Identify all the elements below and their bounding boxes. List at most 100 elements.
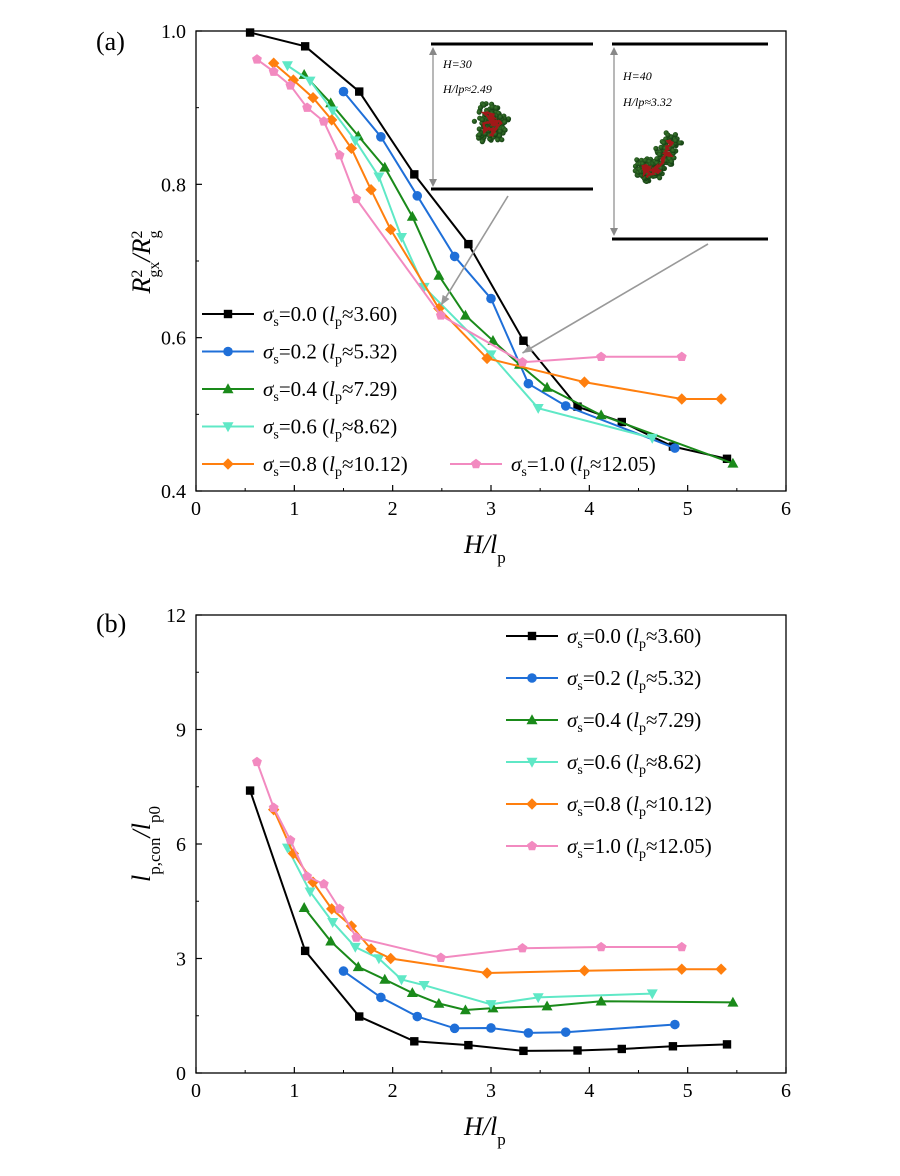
data-point (523, 378, 534, 389)
inset-2-height-label: H=40 (622, 69, 652, 83)
panel-a-inset-pointers (440, 195, 709, 354)
data-point (485, 350, 497, 361)
data-point (485, 1000, 497, 1010)
panel-a-legend: σs=0.0 (lp≈3.60) σs=0.2 (lp≈5.32) σs=0.4 (… (202, 302, 656, 480)
series-0.4 (298, 69, 739, 468)
data-point (355, 1012, 364, 1021)
legend-marker (222, 422, 234, 433)
data-point (486, 293, 496, 304)
data-point (355, 87, 364, 96)
data-point (578, 376, 591, 388)
data-point (727, 996, 739, 1007)
data-point (487, 1002, 499, 1013)
data-point (325, 935, 337, 946)
data-point (410, 1037, 419, 1046)
data-point (307, 876, 319, 888)
data-point (481, 352, 493, 365)
data-point (302, 102, 313, 112)
data-point (287, 74, 300, 86)
data-point (365, 943, 377, 955)
data-point (376, 992, 386, 1003)
data-point (406, 987, 418, 998)
x-tick-label: 4 (584, 498, 594, 520)
data-point (373, 172, 385, 183)
x-tick-label: 2 (388, 1080, 398, 1102)
data-point (252, 54, 262, 64)
data-point (351, 193, 362, 204)
data-point (676, 351, 687, 362)
data-point (670, 1019, 680, 1030)
legend-marker (223, 309, 233, 319)
legend-label: σs=1.0 (lp≈12.05) (567, 834, 712, 862)
series-0.6 (281, 843, 658, 1010)
data-point (285, 80, 296, 90)
data-point (281, 61, 293, 72)
inset-2-ratio-label: H/lp≈3.32 (622, 95, 672, 109)
legend-marker (527, 631, 537, 641)
data-point (385, 223, 397, 236)
data-point (268, 802, 279, 812)
inset-2-polymer-image (632, 130, 685, 184)
data-point (365, 184, 377, 196)
legend-item-0.6: σs=0.6 (lp≈8.62) (506, 750, 701, 778)
data-point (418, 981, 430, 991)
data-point (433, 269, 445, 280)
data-point (304, 887, 316, 898)
data-point (617, 1044, 626, 1054)
legend-marker (223, 346, 233, 357)
series-line (342, 970, 675, 1034)
data-point (351, 932, 362, 942)
panel-b-y-axis-title: lp,con/lp0 (127, 806, 164, 882)
data-point (541, 381, 553, 392)
data-point (334, 150, 345, 160)
series-line (303, 74, 734, 465)
series-line (303, 907, 733, 1012)
inset-pointer-line (440, 195, 509, 306)
data-point (410, 170, 419, 179)
series-line (286, 847, 653, 1006)
panel-a-ticks: 0 1 2 3 4 5 6 0.4 0.6 0.8 1.0 (161, 21, 791, 520)
legend-marker (526, 757, 538, 768)
data-point (435, 310, 446, 320)
series-0.8 (267, 57, 727, 405)
svg-text:H/lp: H/lp (463, 530, 506, 567)
data-point (449, 1023, 460, 1034)
data-point (459, 1004, 471, 1015)
series-1.0 (252, 54, 687, 367)
data-point (252, 756, 262, 767)
legend-marker (527, 673, 537, 683)
data-point (722, 454, 732, 463)
data-point (560, 1027, 571, 1037)
x-tick-label: 3 (486, 498, 496, 520)
data-point (326, 903, 338, 915)
panel-a-chart: (a) 0 1 2 3 4 5 6 0.4 0.6 0.8 1.0 R2gx/R2g H/lp H=… (96, 21, 791, 567)
legend-item-0.8: σs=0.8 (lp≈10.12) (506, 792, 712, 820)
data-point (302, 871, 313, 881)
panel-a-label: (a) (96, 27, 125, 56)
data-point (435, 952, 446, 962)
data-point (486, 1023, 496, 1033)
data-point (412, 191, 423, 201)
data-point (715, 393, 727, 405)
data-point (464, 1040, 473, 1050)
series-line (273, 62, 722, 400)
x-tick-label: 6 (781, 498, 791, 520)
x-tick-label: 0 (191, 498, 201, 520)
data-point (318, 116, 329, 126)
inset-snapshot-h40: H=40 H/lp≈3.32 (610, 42, 768, 241)
data-point (676, 963, 688, 975)
data-point (459, 309, 471, 320)
legend-label: σs=0.6 (lp≈8.62) (263, 415, 397, 443)
legend-label: σs=0.0 (lp≈3.60) (263, 302, 397, 330)
data-point (285, 834, 296, 845)
data-point (433, 997, 445, 1008)
data-point (267, 57, 280, 69)
data-point (560, 401, 571, 411)
x-tick-label: 6 (781, 1080, 791, 1102)
data-point (481, 967, 493, 979)
inset-1-height-label: H=30 (442, 57, 472, 71)
data-point (338, 966, 349, 976)
legend-label: σs=0.4 (lp≈7.29) (263, 377, 397, 405)
inset-pointer-arrowhead (522, 344, 534, 353)
